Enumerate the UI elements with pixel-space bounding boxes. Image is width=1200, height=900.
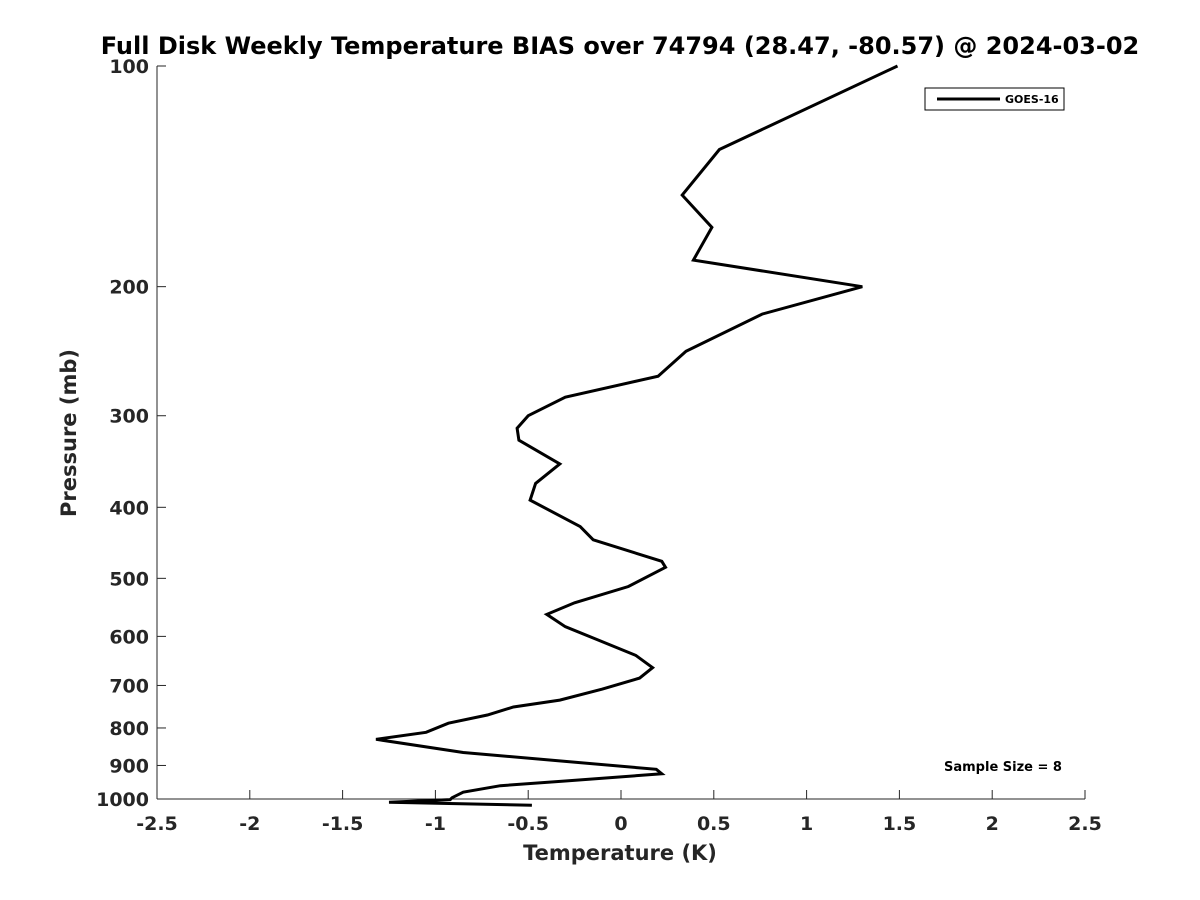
sample-size-annotation: Sample Size = 8 (944, 760, 1062, 775)
x-tick-label: -2.5 (136, 813, 178, 835)
x-tick-label: 1.5 (883, 813, 917, 835)
x-tick-label: 2 (986, 813, 999, 835)
series-line-goes-16 (375, 64, 899, 807)
chart-title: Full Disk Weekly Temperature BIAS over 7… (101, 32, 1140, 60)
x-tick-label: -2 (239, 813, 260, 835)
x-tick-label: -1.5 (322, 813, 364, 835)
x-tick-label: 2.5 (1068, 813, 1102, 835)
y-tick-label: 100 (109, 56, 149, 78)
y-tick-label: 200 (109, 277, 149, 299)
axes-frame (156, 66, 1085, 800)
series-layer (375, 64, 899, 807)
legend: GOES-16 (924, 87, 1065, 111)
y-tick-label: 300 (109, 406, 149, 428)
y-tick-label: 500 (109, 568, 149, 590)
x-tick-label: 0 (614, 813, 627, 835)
y-tick-label: 1000 (96, 789, 149, 811)
x-tick-label: 1 (800, 813, 813, 835)
x-tick-label: -0.5 (507, 813, 549, 835)
legend-entry-goes-16: GOES-16 (1005, 93, 1059, 106)
y-tick-label: 900 (109, 755, 149, 777)
y-tick-label: 600 (109, 626, 149, 648)
y-tick-label: 700 (109, 675, 149, 697)
x-axis-ticks: -2.5 -2 -1.5 -1 -0.5 0 0.5 1 1.5 2 2.5 (136, 790, 1102, 835)
y-axis-ticks: 100 200 300 400 500 600 700 800 900 1000 (96, 56, 166, 811)
x-tick-label: 0.5 (697, 813, 731, 835)
x-tick-label: -1 (425, 813, 446, 835)
y-tick-label: 400 (109, 497, 149, 519)
y-tick-label: 800 (109, 718, 149, 740)
x-axis-label: Temperature (K) (523, 841, 717, 865)
y-axis-label: Pressure (mb) (57, 349, 81, 517)
